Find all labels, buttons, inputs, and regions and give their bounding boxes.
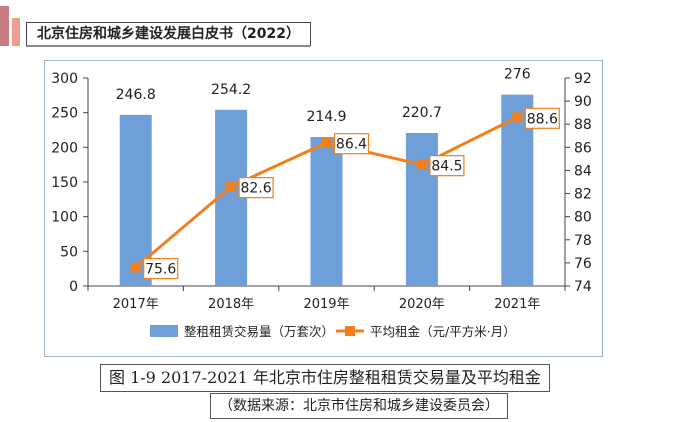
figure-caption: 图 1-9 2017-2021 年北京市住房整租租赁交易量及平均租金	[100, 364, 550, 392]
rent-label-box	[429, 155, 465, 177]
x-tick-label: 2021年	[494, 297, 540, 312]
x-tick-label: 2019年	[303, 297, 349, 312]
left-tick-label: 150	[51, 175, 78, 191]
chart-frame	[44, 60, 603, 357]
header-accent-bar	[0, 6, 9, 46]
rent-label-box	[333, 133, 370, 155]
figure-source: （数据来源：北京市住房和城乡建设委员会）	[210, 393, 508, 419]
bar-value-label: 214.9	[306, 109, 346, 125]
legend-bar-swatch	[150, 325, 178, 337]
rent-marker	[321, 137, 332, 148]
rent-value-label: 75.6	[145, 262, 176, 278]
bar	[310, 137, 343, 286]
right-tick-label: 78	[574, 233, 592, 249]
x-tick-label: 2017年	[113, 297, 159, 312]
x-tick-label: 2018年	[208, 297, 254, 312]
right-tick-label: 90	[574, 94, 592, 110]
right-tick-label: 80	[574, 210, 592, 226]
left-tick-label: 0	[69, 279, 78, 295]
left-tick-label: 250	[51, 106, 78, 122]
rent-label-box	[143, 257, 179, 280]
rent-label-box	[524, 107, 560, 129]
left-tick-label: 100	[51, 210, 78, 226]
right-tick-label: 88	[574, 117, 592, 133]
bar-value-label: 220.7	[402, 105, 442, 121]
rent-value-label: 84.5	[431, 159, 462, 175]
header-accent-bar-secondary	[12, 18, 20, 46]
rent-label-box	[238, 177, 274, 199]
rent-value-label: 88.6	[527, 111, 558, 127]
legend-line-label: 平均租金（元/平方米·月）	[370, 324, 516, 339]
bar-value-label: 254.2	[211, 82, 251, 98]
rent-marker	[512, 112, 523, 123]
left-tick-label: 50	[60, 244, 78, 260]
x-tick-label: 2020年	[399, 297, 445, 312]
bar-value-label: 276	[504, 67, 531, 83]
right-tick-label: 82	[574, 187, 592, 203]
right-tick-label: 92	[574, 71, 592, 87]
right-tick-label: 84	[574, 163, 592, 179]
rent-marker	[226, 181, 237, 192]
header-underline	[26, 45, 310, 47]
right-tick-label: 86	[574, 140, 592, 156]
left-tick-label: 300	[51, 71, 78, 87]
legend-line-marker	[345, 326, 355, 336]
right-tick-label: 76	[574, 256, 592, 272]
bar-value-label: 246.8	[116, 87, 156, 103]
rent-marker	[416, 159, 427, 170]
left-tick-label: 200	[51, 140, 78, 156]
rent-value-label: 82.6	[241, 181, 272, 197]
rent-value-label: 86.4	[336, 137, 367, 153]
right-tick-label: 74	[574, 279, 592, 295]
legend-bar-label: 整租租赁交易量（万套次）	[184, 324, 334, 339]
rent-marker	[130, 262, 141, 273]
